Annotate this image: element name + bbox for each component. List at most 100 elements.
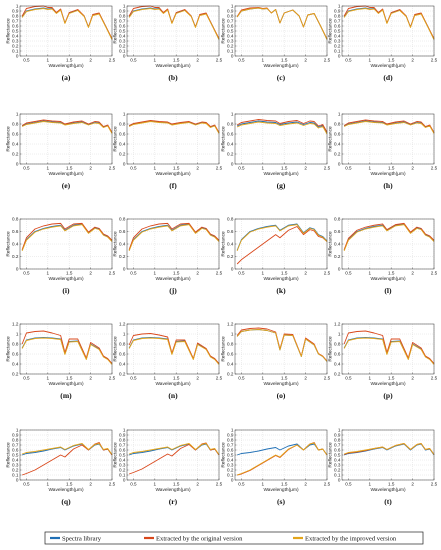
legend-label-2: Extracted by the original version xyxy=(156,535,243,542)
series-line-2 xyxy=(128,222,220,250)
y-tick-label: 0.7 xyxy=(334,19,341,24)
y-tick-label: 0.2 xyxy=(119,254,126,259)
y-tick-label: 0.6 xyxy=(119,132,126,137)
subplot-caption: (c) xyxy=(277,73,286,82)
y-axis-label: Reflectance xyxy=(328,336,334,362)
y-tick-label: 0.4 xyxy=(334,362,341,367)
y-tick-label: 0.3 xyxy=(334,39,341,44)
x-tick-label: 1.5 xyxy=(66,271,73,276)
y-axis-label: Reflectance xyxy=(221,231,227,257)
x-axis-label: Wavelength(μm) xyxy=(48,171,84,177)
subplot-r: 0.5 1 1.5 2 2.500.10.20.30.40.50.60.70.80.91… xyxy=(113,428,223,506)
y-tick-label: 0.8 xyxy=(227,14,234,19)
axes-frame xyxy=(234,113,328,165)
y-tick-label: 0.8 xyxy=(227,217,234,222)
x-tick-label: 0.5 xyxy=(345,482,352,487)
y-tick-label: 0.4 xyxy=(119,34,126,39)
y-tick-label: 0.5 xyxy=(334,29,341,34)
axes-frame xyxy=(234,323,328,375)
y-tick-label: 1 xyxy=(123,428,126,433)
subplot-g: 0.5 1 1.5 2 2.500.20.40.60.81Wavelength(μm)R… xyxy=(221,112,331,190)
y-tick-label: 0.4 xyxy=(12,34,19,39)
x-tick-label: 1 xyxy=(262,271,265,276)
y-tick-label: 0.3 xyxy=(334,463,341,468)
x-tick-label: 0.5 xyxy=(345,271,352,276)
x-axis-label: Wavelength(μm) xyxy=(48,381,84,387)
y-tick-label: 0.4 xyxy=(119,142,126,147)
series-line-3 xyxy=(343,443,435,455)
x-tick-label: 1.5 xyxy=(388,376,395,381)
y-tick-label: 0.8 xyxy=(12,217,19,222)
y-tick-label: 0.2 xyxy=(227,44,234,49)
y-tick-label: 0.2 xyxy=(227,468,234,473)
x-tick-label: 0.5 xyxy=(130,376,137,381)
y-tick-label: 0.4 xyxy=(12,458,19,463)
y-tick-label: 0.4 xyxy=(12,242,19,247)
x-tick-label: 1 xyxy=(154,166,157,171)
x-tick-label: 2.5 xyxy=(324,58,331,63)
y-tick-label: 0.2 xyxy=(334,254,341,259)
x-tick-label: 1.5 xyxy=(66,482,73,487)
subplot-caption: (t) xyxy=(384,497,392,506)
x-tick-label: 2.5 xyxy=(324,376,331,381)
y-tick-label: 0.4 xyxy=(227,458,234,463)
y-axis-label: Reflectance xyxy=(328,231,334,257)
y-tick-label: 0 xyxy=(231,54,234,59)
x-axis-label: Wavelength(μm) xyxy=(155,487,191,493)
subplot-h: 0.5 1 1.5 2 2.500.20.40.60.81Wavelength(μm)R… xyxy=(328,112,438,190)
y-tick-label: 0.7 xyxy=(12,443,19,448)
y-tick-label: 0.2 xyxy=(12,372,19,377)
y-axis-label: Reflectance xyxy=(6,126,12,152)
subplot-caption: (p) xyxy=(383,391,393,400)
subplot-caption: (i) xyxy=(62,286,70,295)
subplot-caption: (k) xyxy=(276,286,286,295)
y-tick-label: 0.8 xyxy=(12,342,19,347)
x-tick-label: 2 xyxy=(411,376,414,381)
x-tick-label: 1.5 xyxy=(281,166,288,171)
y-tick-label: 0.6 xyxy=(227,132,234,137)
x-tick-label: 1 xyxy=(154,58,157,63)
subplot-caption: (a) xyxy=(62,73,71,82)
x-tick-label: 1.5 xyxy=(388,271,395,276)
y-tick-label: 0.8 xyxy=(12,14,19,19)
x-tick-label: 1 xyxy=(369,166,372,171)
x-tick-label: 2.5 xyxy=(216,271,223,276)
y-tick-label: 0.9 xyxy=(227,433,234,438)
x-tick-label: 2 xyxy=(89,58,92,63)
y-tick-label: 0 xyxy=(123,478,126,483)
y-tick-label: 0.7 xyxy=(227,443,234,448)
y-tick-label: 0.2 xyxy=(119,152,126,157)
y-axis-label: Reflectance xyxy=(6,18,12,44)
subplot-caption: (s) xyxy=(277,497,285,506)
y-axis-label: Reflectance xyxy=(328,442,334,468)
y-tick-label: 0.1 xyxy=(119,473,126,478)
x-tick-label: 1 xyxy=(154,376,157,381)
x-axis-label: Wavelength(μm) xyxy=(263,276,299,282)
subplot-q: 0.5 1 1.5 2 2.500.10.20.30.40.50.60.70.80.91… xyxy=(6,428,116,506)
x-tick-label: 1.5 xyxy=(281,58,288,63)
subplot-caption: (f) xyxy=(169,181,177,190)
x-tick-label: 2.5 xyxy=(431,271,438,276)
y-tick-label: 0.6 xyxy=(12,132,19,137)
y-tick-label: 0.6 xyxy=(119,448,126,453)
series-line-3 xyxy=(21,121,113,134)
x-tick-label: 2 xyxy=(411,58,414,63)
y-axis-label: Reflectance xyxy=(328,18,334,44)
y-tick-label: 1.2 xyxy=(119,322,126,327)
y-tick-label: 0.8 xyxy=(334,14,341,19)
subplot-s: 0.5 1 1.5 2 2.500.10.20.30.40.50.60.70.80.91… xyxy=(221,428,331,506)
y-tick-label: 0 xyxy=(16,54,19,59)
x-tick-label: 0.5 xyxy=(238,482,245,487)
y-axis-label: Reflectance xyxy=(6,442,12,468)
x-tick-label: 1.5 xyxy=(66,376,73,381)
x-tick-label: 2.5 xyxy=(109,376,116,381)
series-line-2 xyxy=(128,120,220,133)
y-tick-label: 0.8 xyxy=(334,217,341,222)
x-tick-label: 1 xyxy=(262,58,265,63)
series-line-2 xyxy=(236,119,328,133)
y-tick-label: 0.6 xyxy=(119,24,126,29)
series-line-3 xyxy=(343,121,435,134)
axes-frame xyxy=(126,113,220,165)
y-axis-label: Reflectance xyxy=(328,126,334,152)
y-axis-label: Reflectance xyxy=(221,18,227,44)
